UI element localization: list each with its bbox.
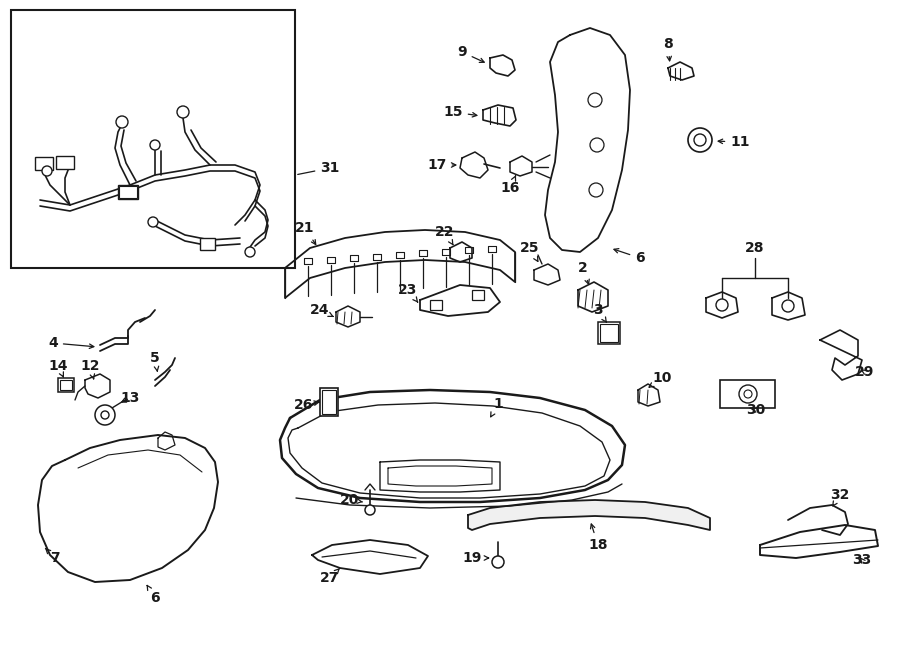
Text: 4: 4	[48, 336, 94, 350]
Text: 23: 23	[399, 283, 418, 302]
Circle shape	[716, 299, 728, 311]
Text: 6: 6	[147, 586, 160, 605]
Text: 1: 1	[491, 397, 503, 417]
Bar	[35, 157, 53, 170]
Text: 9: 9	[457, 45, 484, 62]
Text: 30: 30	[746, 403, 766, 417]
Text: 26: 26	[294, 398, 320, 412]
Polygon shape	[468, 500, 710, 530]
Circle shape	[101, 411, 109, 419]
Text: 16: 16	[500, 176, 519, 195]
Bar	[322, 390, 336, 414]
Circle shape	[95, 405, 115, 425]
Bar	[58, 378, 74, 392]
Text: 15: 15	[443, 105, 477, 119]
Text: 24: 24	[310, 303, 333, 317]
Text: 5: 5	[150, 351, 160, 371]
Text: 28: 28	[745, 241, 765, 255]
Bar	[320, 388, 338, 416]
Text: 27: 27	[320, 568, 340, 585]
Text: 12: 12	[80, 359, 100, 379]
Bar	[600, 324, 618, 342]
Text: 18: 18	[589, 524, 608, 552]
Text: 7: 7	[45, 549, 59, 565]
Text: 22: 22	[436, 225, 454, 245]
Text: 32: 32	[831, 488, 850, 506]
Text: 2: 2	[578, 261, 590, 284]
Bar	[118, 185, 138, 199]
Circle shape	[739, 385, 757, 403]
Text: 20: 20	[340, 493, 363, 507]
Circle shape	[589, 183, 603, 197]
Text: 25: 25	[520, 241, 540, 261]
Text: 21: 21	[295, 221, 316, 245]
Circle shape	[116, 116, 128, 128]
Bar	[720, 380, 775, 408]
Text: 11: 11	[718, 135, 750, 149]
Bar	[11, 10, 295, 268]
Bar	[200, 238, 215, 250]
Circle shape	[42, 166, 52, 176]
Text: 6: 6	[614, 249, 644, 265]
Circle shape	[148, 217, 158, 227]
Circle shape	[744, 390, 752, 398]
Text: 3: 3	[593, 303, 607, 323]
Circle shape	[365, 505, 375, 515]
Bar	[430, 300, 442, 310]
Bar	[472, 290, 484, 300]
Text: 33: 33	[852, 553, 871, 567]
Circle shape	[782, 300, 794, 312]
Circle shape	[150, 140, 160, 150]
Circle shape	[177, 106, 189, 118]
Circle shape	[245, 247, 255, 257]
Text: 19: 19	[463, 551, 489, 565]
Text: 10: 10	[649, 371, 671, 387]
Circle shape	[588, 93, 602, 107]
Circle shape	[492, 556, 504, 568]
Bar	[60, 380, 72, 390]
Text: 13: 13	[121, 391, 140, 405]
Text: 29: 29	[855, 365, 875, 379]
Bar	[119, 186, 137, 198]
Text: 31: 31	[298, 161, 339, 175]
Circle shape	[688, 128, 712, 152]
Text: 17: 17	[428, 158, 455, 172]
Bar	[56, 156, 74, 169]
Text: 14: 14	[49, 359, 68, 377]
Circle shape	[590, 138, 604, 152]
Text: 8: 8	[663, 37, 673, 61]
Circle shape	[694, 134, 706, 146]
Bar	[598, 322, 620, 344]
